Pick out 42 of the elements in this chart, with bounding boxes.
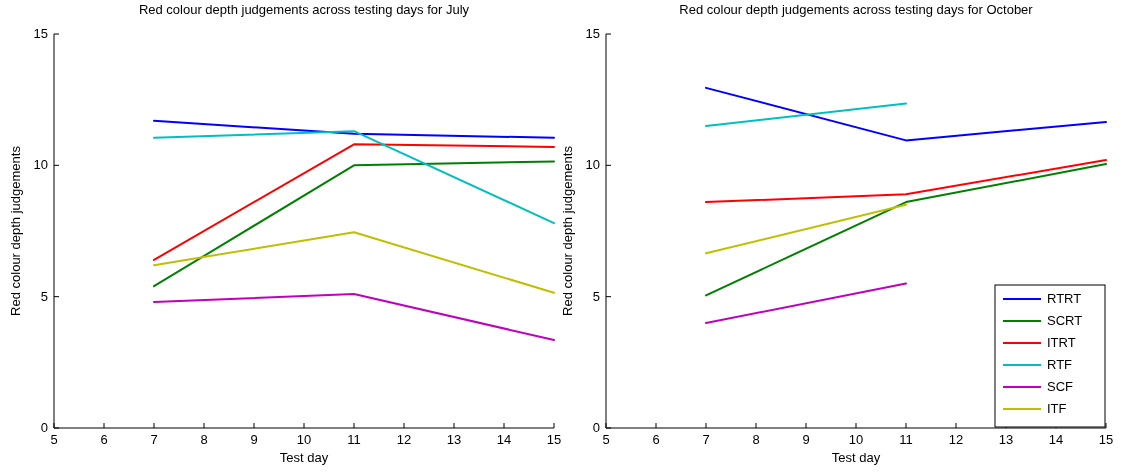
x-tick-label: 9 xyxy=(250,432,258,447)
legend-label: RTF xyxy=(1047,357,1073,372)
x-axis-title: Test day xyxy=(831,450,881,465)
y-tick-label: 15 xyxy=(585,26,600,41)
chart-title: Red colour depth judgements across testing days for October xyxy=(679,2,1034,17)
y-axis-title: Red colour depth judgements xyxy=(8,145,23,316)
x-tick-label: 11 xyxy=(347,432,361,447)
x-tick-label: 5 xyxy=(50,432,58,447)
legend-label: ITRT xyxy=(1047,335,1076,350)
x-tick-label: 13 xyxy=(998,432,1014,447)
x-tick-label: 6 xyxy=(652,432,660,447)
x-tick-label: 13 xyxy=(446,432,462,447)
x-tick-label: 14 xyxy=(496,432,512,447)
x-tick-label: 7 xyxy=(702,432,710,447)
legend-label: RTRT xyxy=(1047,291,1082,306)
legend-label: SCF xyxy=(1047,379,1074,394)
x-tick-label: 9 xyxy=(802,432,810,447)
x-tick-label: 10 xyxy=(848,432,864,447)
x-tick-label: 15 xyxy=(1098,432,1114,447)
y-tick-label: 0 xyxy=(592,420,600,435)
y-tick-label: 15 xyxy=(33,26,48,41)
y-tick-label: 10 xyxy=(585,157,600,173)
legend-label: ITF xyxy=(1047,401,1067,416)
chart-title: Red colour depth judgements across testing days for July xyxy=(138,2,470,17)
x-tick-label: 8 xyxy=(200,432,208,447)
y-axis-title: Red colour depth judgements xyxy=(560,145,575,316)
x-tick-label: 8 xyxy=(752,432,760,447)
y-tick-label: 10 xyxy=(33,157,48,173)
legend-label: SCRT xyxy=(1047,313,1083,328)
x-tick-label: 12 xyxy=(396,432,412,447)
x-axis-title: Test day xyxy=(279,450,329,465)
y-tick-label: 5 xyxy=(40,288,48,304)
x-tick-label: 14 xyxy=(1048,432,1064,447)
y-tick-label: 0 xyxy=(40,420,48,435)
x-tick-label: 15 xyxy=(546,432,562,447)
x-tick-label: 12 xyxy=(948,432,964,447)
x-tick-label: 7 xyxy=(150,432,158,447)
y-tick-label: 5 xyxy=(592,288,600,304)
x-tick-label: 5 xyxy=(602,432,610,447)
x-tick-label: 11 xyxy=(899,432,913,447)
x-tick-label: 6 xyxy=(100,432,108,447)
x-tick-label: 10 xyxy=(296,432,312,447)
